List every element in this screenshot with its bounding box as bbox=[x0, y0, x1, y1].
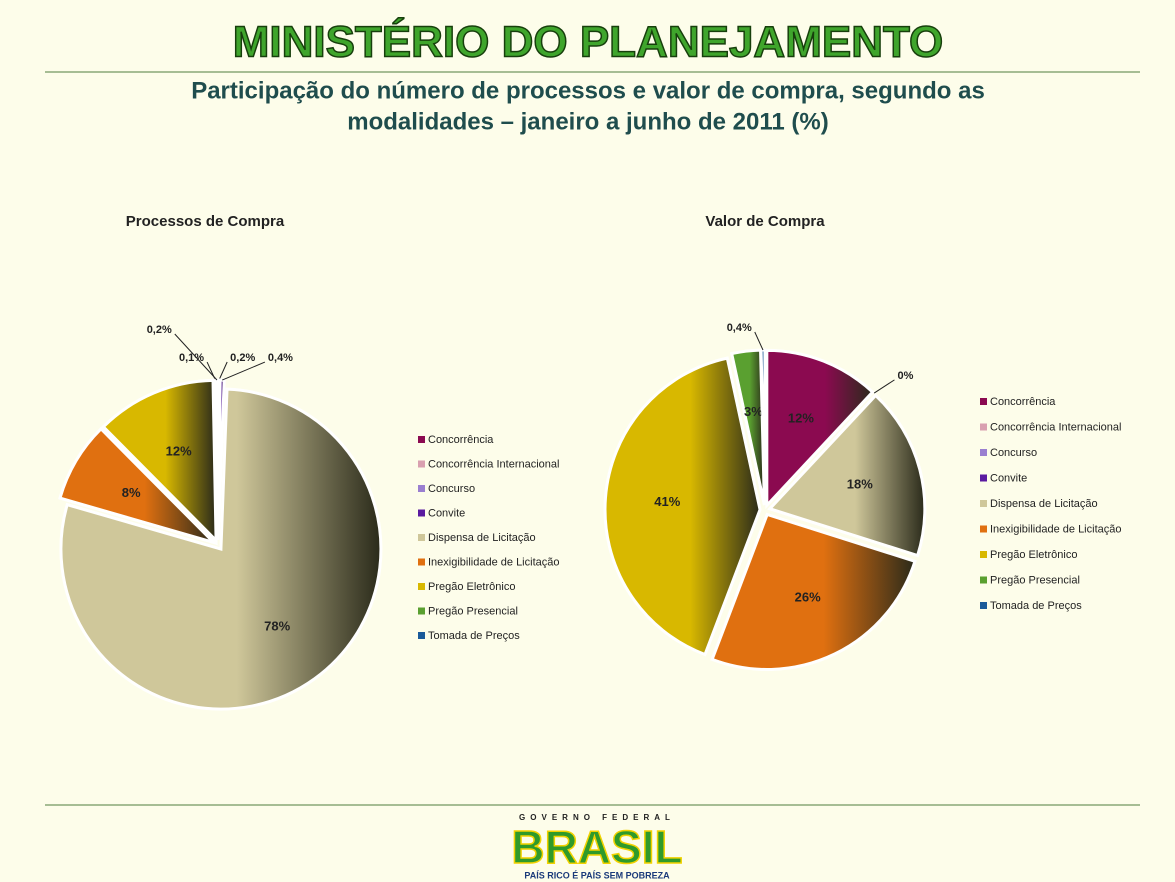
legend-swatch bbox=[980, 423, 987, 431]
legend-label: Concorrência bbox=[428, 434, 494, 446]
footer-top: GOVERNO FEDERAL bbox=[519, 813, 675, 822]
legend-swatch bbox=[980, 474, 987, 482]
legend-swatch bbox=[418, 436, 425, 443]
legend-label: Pregão Eletrônico bbox=[990, 549, 1077, 561]
legend-label: Inexigibilidade de Licitação bbox=[428, 556, 559, 568]
legend-swatch bbox=[418, 534, 425, 541]
legend-label: Concurso bbox=[428, 483, 475, 495]
data-label: 8% bbox=[122, 485, 141, 500]
legend-label: Convite bbox=[990, 472, 1027, 484]
legend-label: Inexigibilidade de Licitação bbox=[990, 523, 1121, 535]
subtitle-line: Participação do número de processos e va… bbox=[191, 77, 985, 104]
legend-swatch bbox=[980, 602, 987, 609]
data-label: 26% bbox=[795, 590, 821, 605]
data-label: 0% bbox=[897, 370, 913, 382]
legend-swatch bbox=[418, 632, 425, 639]
data-label: 0,1% bbox=[179, 352, 204, 364]
data-label: 12% bbox=[788, 410, 814, 425]
pie-slice bbox=[710, 512, 917, 671]
data-label: 0,2% bbox=[230, 352, 255, 364]
pie-slice bbox=[58, 426, 219, 546]
pie-slice bbox=[765, 348, 875, 510]
legend-label: Pregão Eletrônico bbox=[428, 581, 515, 593]
legend-swatch bbox=[418, 583, 425, 590]
pie-slice bbox=[59, 387, 383, 711]
legend-label: Convite bbox=[428, 507, 465, 519]
subtitle-line: modalidades – janeiro a junho de 2011 (%… bbox=[347, 108, 828, 135]
legend-label: Tomada de Preços bbox=[428, 630, 520, 642]
pie-slice bbox=[214, 378, 220, 541]
chart-title: Valor de Compra bbox=[705, 213, 825, 230]
footer-brand: BRASIL bbox=[511, 821, 682, 873]
pie-slice bbox=[603, 356, 762, 657]
legend-label: Dispensa de Licitação bbox=[428, 532, 536, 544]
data-label: 78% bbox=[264, 618, 290, 633]
legend-swatch bbox=[980, 398, 987, 405]
legend-label: Concurso bbox=[990, 447, 1037, 459]
legend-swatch bbox=[418, 607, 425, 615]
legend-label: Tomada de Preços bbox=[990, 600, 1082, 612]
data-label: 41% bbox=[654, 494, 680, 509]
legend-label: Pregão Presencial bbox=[428, 605, 518, 617]
legend-swatch bbox=[980, 525, 987, 533]
legend-label: Concorrência bbox=[990, 396, 1056, 408]
leader-line bbox=[174, 333, 218, 381]
leader-line bbox=[218, 361, 228, 381]
legend-swatch bbox=[418, 460, 425, 468]
legend-swatch bbox=[980, 576, 987, 584]
legend-swatch bbox=[980, 449, 987, 456]
legend-swatch bbox=[418, 509, 425, 517]
leader-line bbox=[754, 331, 764, 351]
data-label: 0,2% bbox=[147, 324, 172, 336]
data-label: 0,4% bbox=[268, 352, 293, 364]
main-title: MINISTÉRIO DO PLANEJAMENTO bbox=[233, 17, 944, 67]
legend-swatch bbox=[980, 551, 987, 558]
leader-line bbox=[873, 379, 895, 394]
legend-label: Concorrência Internacional bbox=[990, 421, 1121, 433]
legend-label: Pregão Presencial bbox=[990, 574, 1080, 586]
data-label: 18% bbox=[847, 477, 873, 492]
legend-swatch bbox=[980, 500, 987, 507]
pie-slice bbox=[767, 393, 927, 558]
data-label: 0,4% bbox=[727, 322, 752, 334]
chart-title: Processos de Compra bbox=[126, 213, 285, 230]
legend-swatch bbox=[418, 558, 425, 566]
footer-slogan: PAÍS RICO É PAÍS SEM POBREZA bbox=[524, 870, 670, 880]
data-label: 3% bbox=[744, 404, 763, 419]
pie-slice bbox=[101, 378, 218, 545]
legend-swatch bbox=[418, 485, 425, 492]
legend-label: Dispensa de Licitação bbox=[990, 498, 1098, 510]
data-label: 12% bbox=[166, 443, 192, 458]
leader-line bbox=[221, 361, 266, 381]
legend-label: Concorrência Internacional bbox=[428, 458, 559, 470]
